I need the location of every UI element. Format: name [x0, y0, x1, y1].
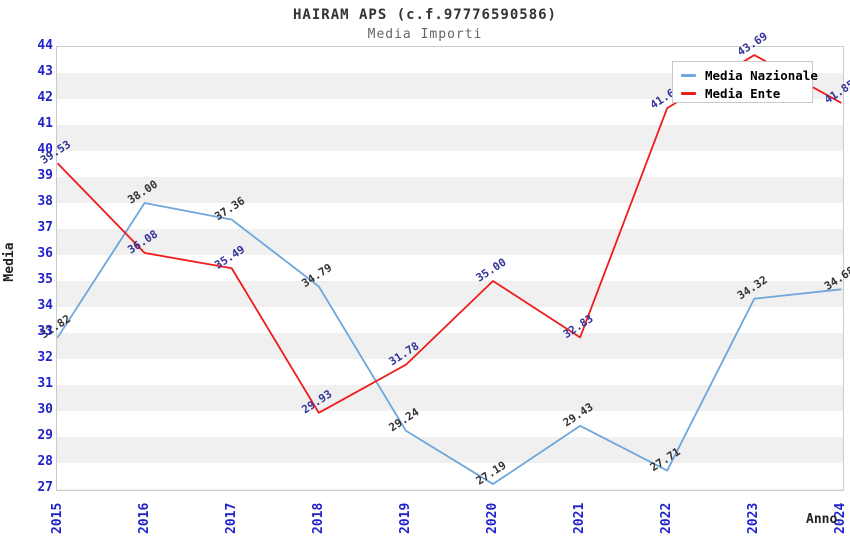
point-label: 43.69 — [735, 30, 770, 59]
chart-subtitle: Media Importi — [367, 27, 483, 42]
legend-label-media-nazionale: Media Nazionale — [705, 67, 818, 83]
legend-swatch-media-ente-icon — [681, 91, 696, 95]
x-tick-label: 2016 — [136, 502, 152, 534]
y-tick-label: 37 — [37, 220, 53, 235]
x-tick-label: 2022 — [659, 502, 675, 534]
x-tick-label: 2015 — [49, 502, 65, 534]
legend-swatch-media-nazionale-icon — [681, 73, 696, 77]
y-tick-label: 29 — [37, 428, 53, 443]
y-tick-label: 44 — [37, 38, 53, 53]
x-tick-label: 2018 — [310, 502, 326, 534]
y-tick-label: 30 — [37, 402, 53, 417]
y-tick-label: 27 — [37, 480, 53, 495]
point-label: 29.43 — [561, 400, 596, 429]
point-label: 34.68 — [822, 264, 850, 293]
y-tick-label: 36 — [37, 246, 53, 261]
y-tick-label: 41 — [37, 116, 53, 131]
y-tick-label: 38 — [37, 194, 53, 209]
point-label: 38.00 — [125, 178, 160, 207]
legend: Media Nazionale Media Ente — [672, 61, 818, 103]
x-tick-label: 2019 — [397, 502, 413, 534]
y-tick-label: 32 — [37, 350, 53, 365]
x-tick-label: 2017 — [223, 502, 239, 534]
chart-title: HAIRAM APS (c.f.97776590586) — [292, 7, 557, 23]
y-tick-label: 33 — [37, 324, 53, 339]
y-tick-label: 31 — [37, 376, 53, 391]
legend-label-media-ente: Media Ente — [705, 85, 781, 101]
y-tick-label: 42 — [37, 90, 53, 105]
legend-item-media-nazionale: Media Nazionale — [681, 66, 818, 84]
y-tick-label: 39 — [37, 168, 53, 183]
point-label: 41.85 — [822, 77, 850, 106]
y-tick-label: 43 — [37, 64, 53, 79]
x-tick-label: 2020 — [485, 502, 500, 534]
point-label: 29.24 — [387, 405, 422, 434]
y-tick-label: 34 — [37, 298, 53, 313]
legend-item-media-ente: Media Ente — [681, 84, 812, 102]
point-label: 29.93 — [299, 387, 334, 416]
y-tick-label: 28 — [37, 454, 53, 469]
x-axis-title: Anno — [806, 512, 838, 527]
series-line-media-nazionale — [56, 202, 842, 485]
y-axis-title: Media — [2, 242, 17, 282]
x-tick-label: 2021 — [572, 502, 588, 534]
y-tick-label: 40 — [37, 142, 53, 157]
y-tick-label: 35 — [37, 272, 53, 287]
plot-area — [56, 46, 844, 491]
point-label: 35.00 — [474, 256, 509, 285]
x-tick-label: 2023 — [746, 502, 762, 534]
